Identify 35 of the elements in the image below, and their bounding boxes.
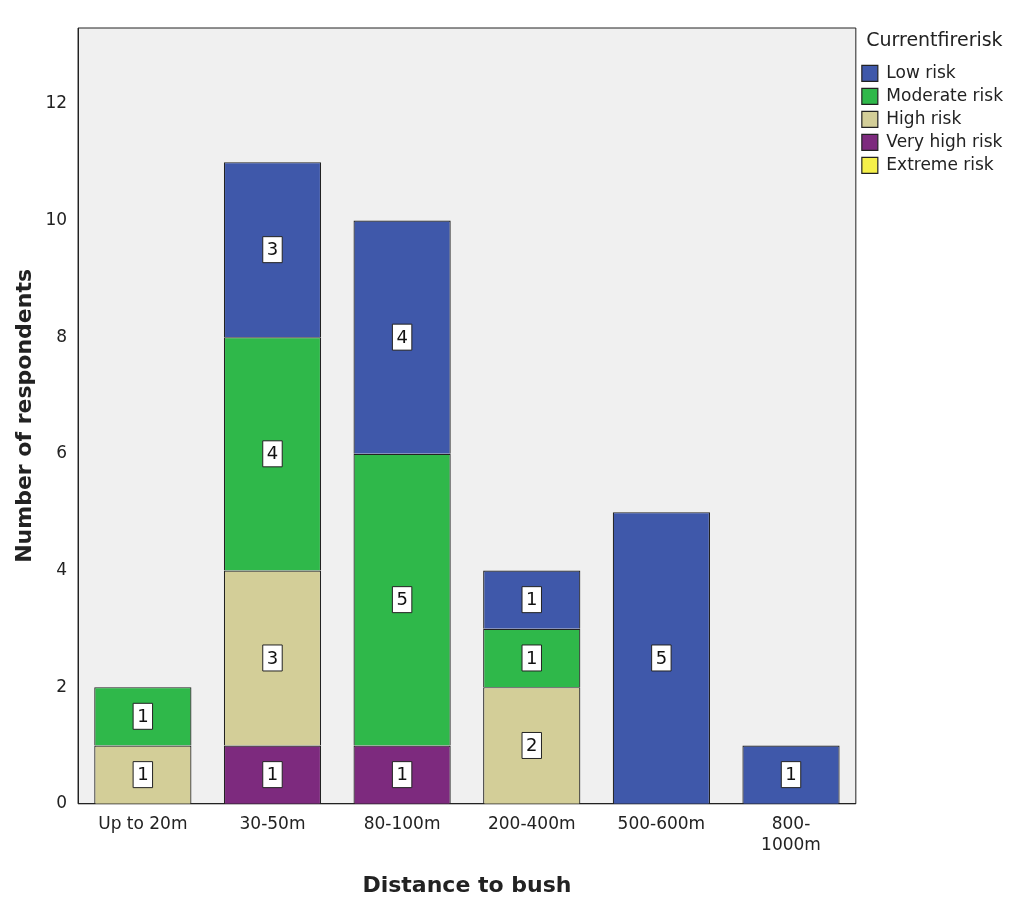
data-label: 4: [396, 325, 408, 347]
y-tick-label: 2: [56, 675, 68, 696]
y-tick-label: 10: [45, 208, 68, 229]
data-label: 4: [266, 442, 279, 464]
x-tick-label: 30-50m: [239, 813, 306, 834]
x-tick-label: 800-1000m: [761, 813, 821, 854]
data-label: 1: [526, 588, 538, 610]
legend-label: Moderate risk: [886, 84, 1004, 105]
data-label: 1: [137, 704, 149, 726]
data-label: 3: [266, 646, 279, 668]
data-label: 1: [396, 763, 408, 785]
x-tick-label: 80-100m: [363, 813, 441, 834]
data-label: 1: [526, 646, 538, 668]
y-tick-label: 6: [56, 442, 68, 463]
y-axis-title: Number of respondents: [10, 268, 36, 563]
legend-label: Low risk: [886, 61, 956, 82]
x-tick-label: 500-600m: [617, 813, 706, 834]
legend-title: Currentfirerisk: [866, 28, 1003, 51]
data-label: 2: [526, 734, 538, 756]
data-label: 1: [785, 763, 797, 785]
y-tick-label: 8: [56, 325, 68, 346]
data-label: 5: [655, 646, 668, 668]
y-tick-label: 0: [56, 792, 68, 813]
x-tick-label: 200-400m: [487, 813, 576, 834]
data-label: 5: [396, 588, 408, 610]
x-axis-title: Distance to bush: [362, 871, 572, 897]
data-label: 1: [266, 763, 279, 785]
legend-label: Very high risk: [886, 130, 1003, 151]
x-tick-label: Up to 20m: [98, 813, 188, 834]
y-tick-label: 4: [56, 558, 68, 579]
legend-label: Extreme risk: [886, 153, 994, 174]
data-label: 1: [137, 763, 149, 785]
y-tick-label: 12: [45, 92, 68, 113]
data-label: 3: [266, 238, 279, 260]
legend-label: High risk: [886, 107, 962, 128]
